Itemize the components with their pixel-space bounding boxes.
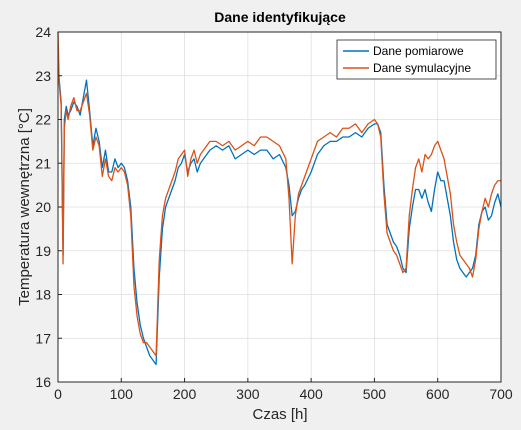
y-tick-label: 21 xyxy=(35,155,51,171)
y-axis-label: Temperatura wewnętrzna [°C] xyxy=(16,108,33,306)
chart-title: Dane identyfikujące xyxy=(214,9,346,25)
y-tick-label: 22 xyxy=(35,112,51,128)
legend-label-measured: Dane pomiarowe xyxy=(373,44,464,58)
x-tick-label: 300 xyxy=(236,386,260,402)
y-tick-label: 19 xyxy=(35,243,51,259)
x-tick-label: 700 xyxy=(489,386,513,402)
x-tick-label: 500 xyxy=(363,386,387,402)
x-axis-label: Czas [h] xyxy=(252,406,307,423)
y-tick-label: 24 xyxy=(35,24,51,40)
y-tick-label: 20 xyxy=(35,199,51,215)
y-tick-label: 18 xyxy=(35,287,51,303)
y-tick-label: 17 xyxy=(35,330,51,346)
x-tick-label: 200 xyxy=(173,386,197,402)
legend: Dane pomiarowe Dane symulacyjne xyxy=(336,39,497,80)
legend-box xyxy=(336,39,497,80)
x-axis: 0 100 200 300 400 500 600 700 xyxy=(54,378,513,402)
legend-label-simulated: Dane symulacyjne xyxy=(373,61,471,75)
y-axis: 16 17 18 19 20 21 22 23 24 xyxy=(35,24,62,390)
x-tick-label: 400 xyxy=(299,386,323,402)
y-tick-label: 16 xyxy=(35,374,51,390)
series-lines xyxy=(57,31,502,366)
x-tick-label: 0 xyxy=(54,386,62,402)
y-tick-label: 23 xyxy=(35,68,51,84)
x-tick-label: 100 xyxy=(110,386,134,402)
x-tick-label: 600 xyxy=(426,386,450,402)
series-line-measured xyxy=(57,71,502,366)
series-line-simulated xyxy=(57,31,501,357)
